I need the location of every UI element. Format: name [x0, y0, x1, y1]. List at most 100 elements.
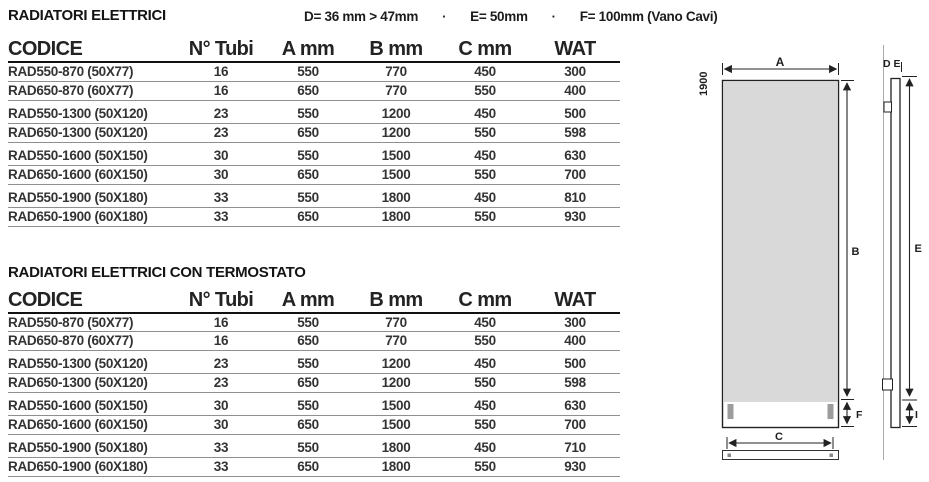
column-header-wat: WAT	[554, 38, 596, 60]
value-cell: 1800	[381, 189, 411, 205]
value-cell: 1500	[381, 398, 411, 413]
value-cell: 300	[564, 64, 586, 79]
table-row: RAD550-870 (50X77) 16 550 770 450 300	[8, 62, 620, 81]
codice-cell: RAD550-1900 (50X180)	[8, 440, 148, 455]
value-cell: 450	[474, 189, 496, 205]
value-cell: 550	[297, 356, 319, 371]
value-cell: 598	[564, 375, 586, 391]
codice-cell: RAD550-1300 (50X120)	[8, 105, 148, 121]
value-cell: 30	[213, 417, 229, 433]
table-row: RAD650-1600 (60X150) 30 650 1500 550 700	[8, 416, 620, 435]
value-cell: 700	[564, 417, 586, 433]
value-cell: 630	[564, 147, 586, 163]
value-cell: 930	[564, 208, 586, 224]
value-cell: 550	[297, 64, 319, 79]
codice-cell: RAD550-1600 (50X150)	[8, 398, 148, 413]
codice-cell: RAD550-1900 (50X180)	[8, 189, 148, 205]
value-cell: 770	[385, 333, 407, 349]
column-header-a: A mm	[281, 38, 335, 60]
column-header-a: A mm	[281, 288, 335, 311]
panel-surface	[724, 82, 837, 402]
value-cell: 1800	[381, 440, 411, 455]
table-row: RAD550-1900 (50X180) 33 550 1800 450 710	[8, 439, 620, 458]
value-cell: 550	[474, 208, 496, 224]
table-block-radiatori-elettrici: RADIATORI ELETTRICI D= 36 mm > 47mm · E=…	[8, 6, 718, 227]
column-header-tubi: N° Tubi	[188, 38, 254, 60]
dim-a-label: A	[776, 55, 785, 69]
codice-cell: RAD650-1900 (60X180)	[8, 208, 148, 224]
value-cell: 1800	[381, 208, 411, 224]
value-cell: 33	[213, 459, 229, 475]
table2-header-row: CODICE N° Tubi A mm B mm C mm WAT	[8, 285, 620, 313]
column-header-b: B mm	[369, 38, 423, 60]
rail-hole-right	[829, 453, 833, 457]
dim-e-note: E= 50mm	[470, 9, 528, 24]
dim-d-note: D= 36 mm > 47mm	[304, 9, 419, 24]
table-row: RAD550-1600 (50X150) 30 550 1500 450 630	[8, 397, 620, 416]
codice-cell: RAD650-1900 (60X180)	[8, 459, 148, 475]
dim-d-label: D	[883, 58, 891, 70]
value-cell: 630	[564, 398, 586, 413]
value-cell: 550	[297, 314, 319, 330]
value-cell: 16	[213, 333, 229, 349]
table2-titlebar: RADIATORI ELETTRICI CON TERMOSTATO	[8, 263, 698, 285]
value-cell: 300	[564, 314, 586, 330]
value-cell: 450	[474, 356, 496, 371]
note-separator: ·	[551, 9, 556, 24]
value-cell: 500	[564, 356, 586, 371]
value-cell: 1500	[381, 147, 411, 163]
spec-table-1: CODICE N° Tubi A mm B mm C mm WAT RAD550…	[8, 32, 620, 227]
table-row: RAD550-1600 (50X150) 30 550 1500 450 630	[8, 146, 620, 165]
value-cell: 30	[213, 398, 229, 413]
value-cell: 550	[297, 105, 319, 121]
table2-title: RADIATORI ELETTRICI CON TERMOSTATO	[8, 263, 306, 281]
column-header-c: C mm	[458, 38, 512, 60]
codice-cell: RAD550-870 (50X77)	[8, 64, 134, 79]
value-cell: 400	[564, 82, 586, 98]
value-cell: 1200	[381, 375, 411, 391]
value-cell: 1500	[381, 166, 411, 182]
value-cell: 650	[297, 82, 319, 98]
table-row: RAD550-1300 (50X120) 23 550 1200 450 500	[8, 104, 620, 123]
codice-cell: RAD650-1600 (60X150)	[8, 417, 148, 433]
value-cell: 650	[297, 375, 319, 391]
value-cell: 770	[385, 82, 407, 98]
value-cell: 450	[474, 105, 496, 121]
table-row: RAD650-870 (60X77) 16 650 770 550 400	[8, 332, 620, 351]
column-header-codice: CODICE	[8, 38, 83, 60]
value-cell: 400	[564, 333, 586, 349]
value-cell: 700	[564, 166, 586, 182]
value-cell: 810	[564, 189, 586, 205]
wall-bracket-bottom	[882, 378, 893, 391]
column-header-codice: CODICE	[8, 288, 83, 311]
value-cell: 770	[385, 64, 407, 79]
dim-e-top-label: E	[894, 58, 901, 70]
table1-title: RADIATORI ELETTRICI	[8, 7, 166, 24]
panel-profile	[890, 77, 901, 429]
value-cell: 650	[297, 417, 319, 433]
value-cell: 550	[474, 124, 496, 140]
table-row: RAD650-1600 (60X150) 30 650 1500 550 700	[8, 165, 620, 184]
value-cell: 450	[474, 314, 496, 330]
value-cell: 1800	[381, 459, 411, 475]
side-view: D E E I	[882, 45, 922, 460]
value-cell: 16	[213, 82, 229, 98]
value-cell: 33	[213, 440, 229, 455]
value-cell: 450	[474, 398, 496, 413]
value-cell: 550	[474, 82, 496, 98]
column-header-c: C mm	[458, 288, 512, 311]
value-cell: 930	[564, 459, 586, 475]
value-cell: 770	[385, 314, 407, 330]
front-view: A 1900 B F C	[698, 55, 863, 460]
value-cell: 650	[297, 208, 319, 224]
value-cell: 23	[213, 105, 229, 121]
value-cell: 650	[297, 166, 319, 182]
dim-b-label: B	[852, 246, 860, 258]
mounting-rail	[722, 450, 839, 460]
rail-hole-left	[727, 453, 731, 457]
radiator-dimension-diagram: A 1900 B F C D	[698, 45, 922, 460]
value-cell: 550	[474, 417, 496, 433]
table-row: RAD550-1900 (50X180) 33 550 1800 450 810	[8, 188, 620, 207]
table-row: RAD650-870 (60X77) 16 650 770 550 400	[8, 81, 620, 100]
